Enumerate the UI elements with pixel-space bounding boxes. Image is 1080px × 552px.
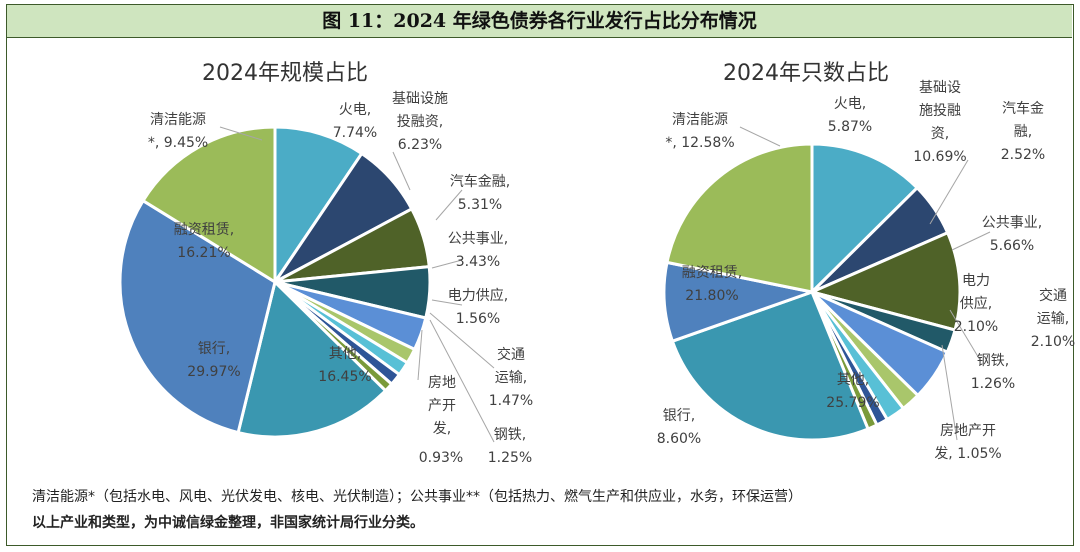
- data-label: 火电,: [834, 96, 866, 112]
- data-label: 银行,: [663, 408, 695, 424]
- leader-line: [392, 151, 411, 191]
- data-label: *, 9.45%: [148, 135, 208, 151]
- data-label: 交通: [1039, 287, 1067, 304]
- footnote-definitions: 清洁能源*（包括水电、风电、光伏发电、核电、光伏制造）；公共事业**（包括热力、…: [32, 489, 802, 505]
- data-label: 资,: [931, 126, 949, 142]
- data-label: 6.23%: [398, 137, 442, 153]
- leader-line: [431, 259, 463, 269]
- data-label: 25.79%: [826, 395, 879, 411]
- figure-frame: 图 11：2024 年绿色债券各行业发行占比分布情况: [6, 4, 1074, 546]
- data-label: 基础设施: [392, 90, 448, 107]
- leader-line: [929, 159, 969, 225]
- data-label: 21.80%: [685, 288, 738, 304]
- data-label: 5.87%: [828, 119, 872, 135]
- pie-slice: [236, 279, 388, 439]
- data-label: 投融资,: [397, 114, 443, 130]
- data-label: 电力供应,: [448, 287, 508, 304]
- data-label: 5.31%: [458, 197, 502, 213]
- data-label: 基础设: [919, 79, 961, 96]
- leader-line: [951, 231, 991, 251]
- data-label: 1.56%: [456, 311, 500, 327]
- data-label: 运输,: [495, 370, 527, 386]
- data-label: 2.10%: [954, 319, 998, 335]
- leader-line: [219, 126, 263, 141]
- data-label: *, 12.58%: [665, 135, 734, 151]
- data-label: 16.45%: [318, 369, 371, 385]
- data-label: 5.66%: [990, 238, 1034, 254]
- data-label: 7.74%: [333, 125, 377, 141]
- data-label: 0.93%: [419, 450, 463, 466]
- data-label: 清洁能源: [672, 112, 728, 128]
- data-label: 运输,: [1037, 311, 1069, 327]
- data-label: 房地: [428, 375, 456, 391]
- data-label: 16.21%: [177, 245, 230, 261]
- chart-title: 2024年规模占比: [202, 61, 368, 86]
- leader-line: [941, 344, 958, 441]
- data-label: 钢铁,: [977, 353, 1009, 369]
- data-label: 10.69%: [913, 149, 966, 165]
- pie-slice: [140, 125, 277, 285]
- data-label: 公共事业,: [448, 231, 508, 247]
- data-label: 发,: [433, 421, 451, 437]
- data-label: 交通: [497, 346, 525, 363]
- leader-line: [435, 189, 463, 221]
- leader-line: [417, 329, 423, 381]
- data-label: 钢铁,: [494, 427, 526, 443]
- leader-line: [949, 309, 981, 361]
- data-label: 其他,: [329, 346, 361, 362]
- pie-slice: [273, 125, 364, 287]
- leader-line: [429, 319, 495, 443]
- data-label: 1.25%: [488, 450, 532, 466]
- data-label: 29.97%: [187, 364, 240, 380]
- data-label: 产开: [428, 398, 456, 414]
- data-label: 汽车金融,: [450, 173, 510, 190]
- data-label: 3.43%: [456, 254, 500, 270]
- chart-title: 2024年只数占比: [723, 61, 889, 86]
- data-label: 融资租赁,: [682, 265, 742, 281]
- data-label: 电力: [962, 273, 990, 289]
- data-label: 房地产开: [940, 423, 996, 439]
- data-label: 汽车金: [1002, 100, 1044, 117]
- figure-title: 图 11：2024 年绿色债券各行业发行占比分布情况: [7, 5, 1072, 38]
- data-label: 发, 1.05%: [934, 446, 1001, 462]
- pie-slice: [807, 230, 962, 332]
- data-label: 清洁能源: [150, 112, 206, 128]
- data-label: 供应,: [960, 295, 992, 312]
- data-label: 1.26%: [971, 376, 1015, 392]
- data-label: 火电,: [339, 102, 371, 118]
- data-label: 融资租赁,: [174, 222, 234, 238]
- data-label: 1.47%: [489, 393, 533, 409]
- data-label: 融,: [1014, 124, 1032, 140]
- data-label: 银行,: [198, 341, 230, 357]
- data-label: 施投融: [919, 103, 961, 119]
- leader-line: [429, 312, 495, 369]
- pie-slice: [665, 142, 814, 294]
- pie-slice: [670, 290, 870, 442]
- data-label: 8.60%: [657, 431, 701, 447]
- footnote-source: 以上产业和类型，为中诚信绿金整理，非国家统计局行业分类。: [32, 515, 424, 531]
- data-label: 2.52%: [1001, 147, 1045, 163]
- pie-slice: [810, 142, 920, 296]
- data-label: 2.10%: [1031, 334, 1075, 350]
- data-label: 公共事业,: [982, 215, 1042, 231]
- leader-line: [431, 299, 463, 306]
- leader-line: [739, 126, 781, 147]
- data-label: 其他,: [837, 372, 869, 388]
